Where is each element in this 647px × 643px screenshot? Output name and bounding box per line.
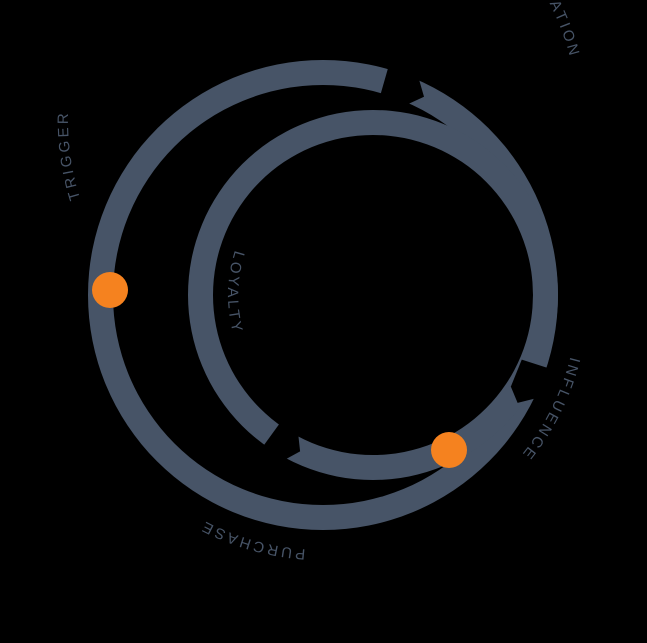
label-evaluation: EVALUATION (511, 0, 583, 60)
inner-ring (188, 110, 558, 480)
journey-loop-diagram: TRIGGER CONSIDERATION EVALUATION INFLUEN… (0, 0, 647, 643)
purchase-dot (431, 432, 467, 468)
label-trigger: TRIGGER (55, 110, 84, 202)
trigger-dot (92, 272, 128, 308)
arrow-chevron-top (381, 68, 424, 104)
label-loyalty: LOYALTY (224, 249, 248, 336)
